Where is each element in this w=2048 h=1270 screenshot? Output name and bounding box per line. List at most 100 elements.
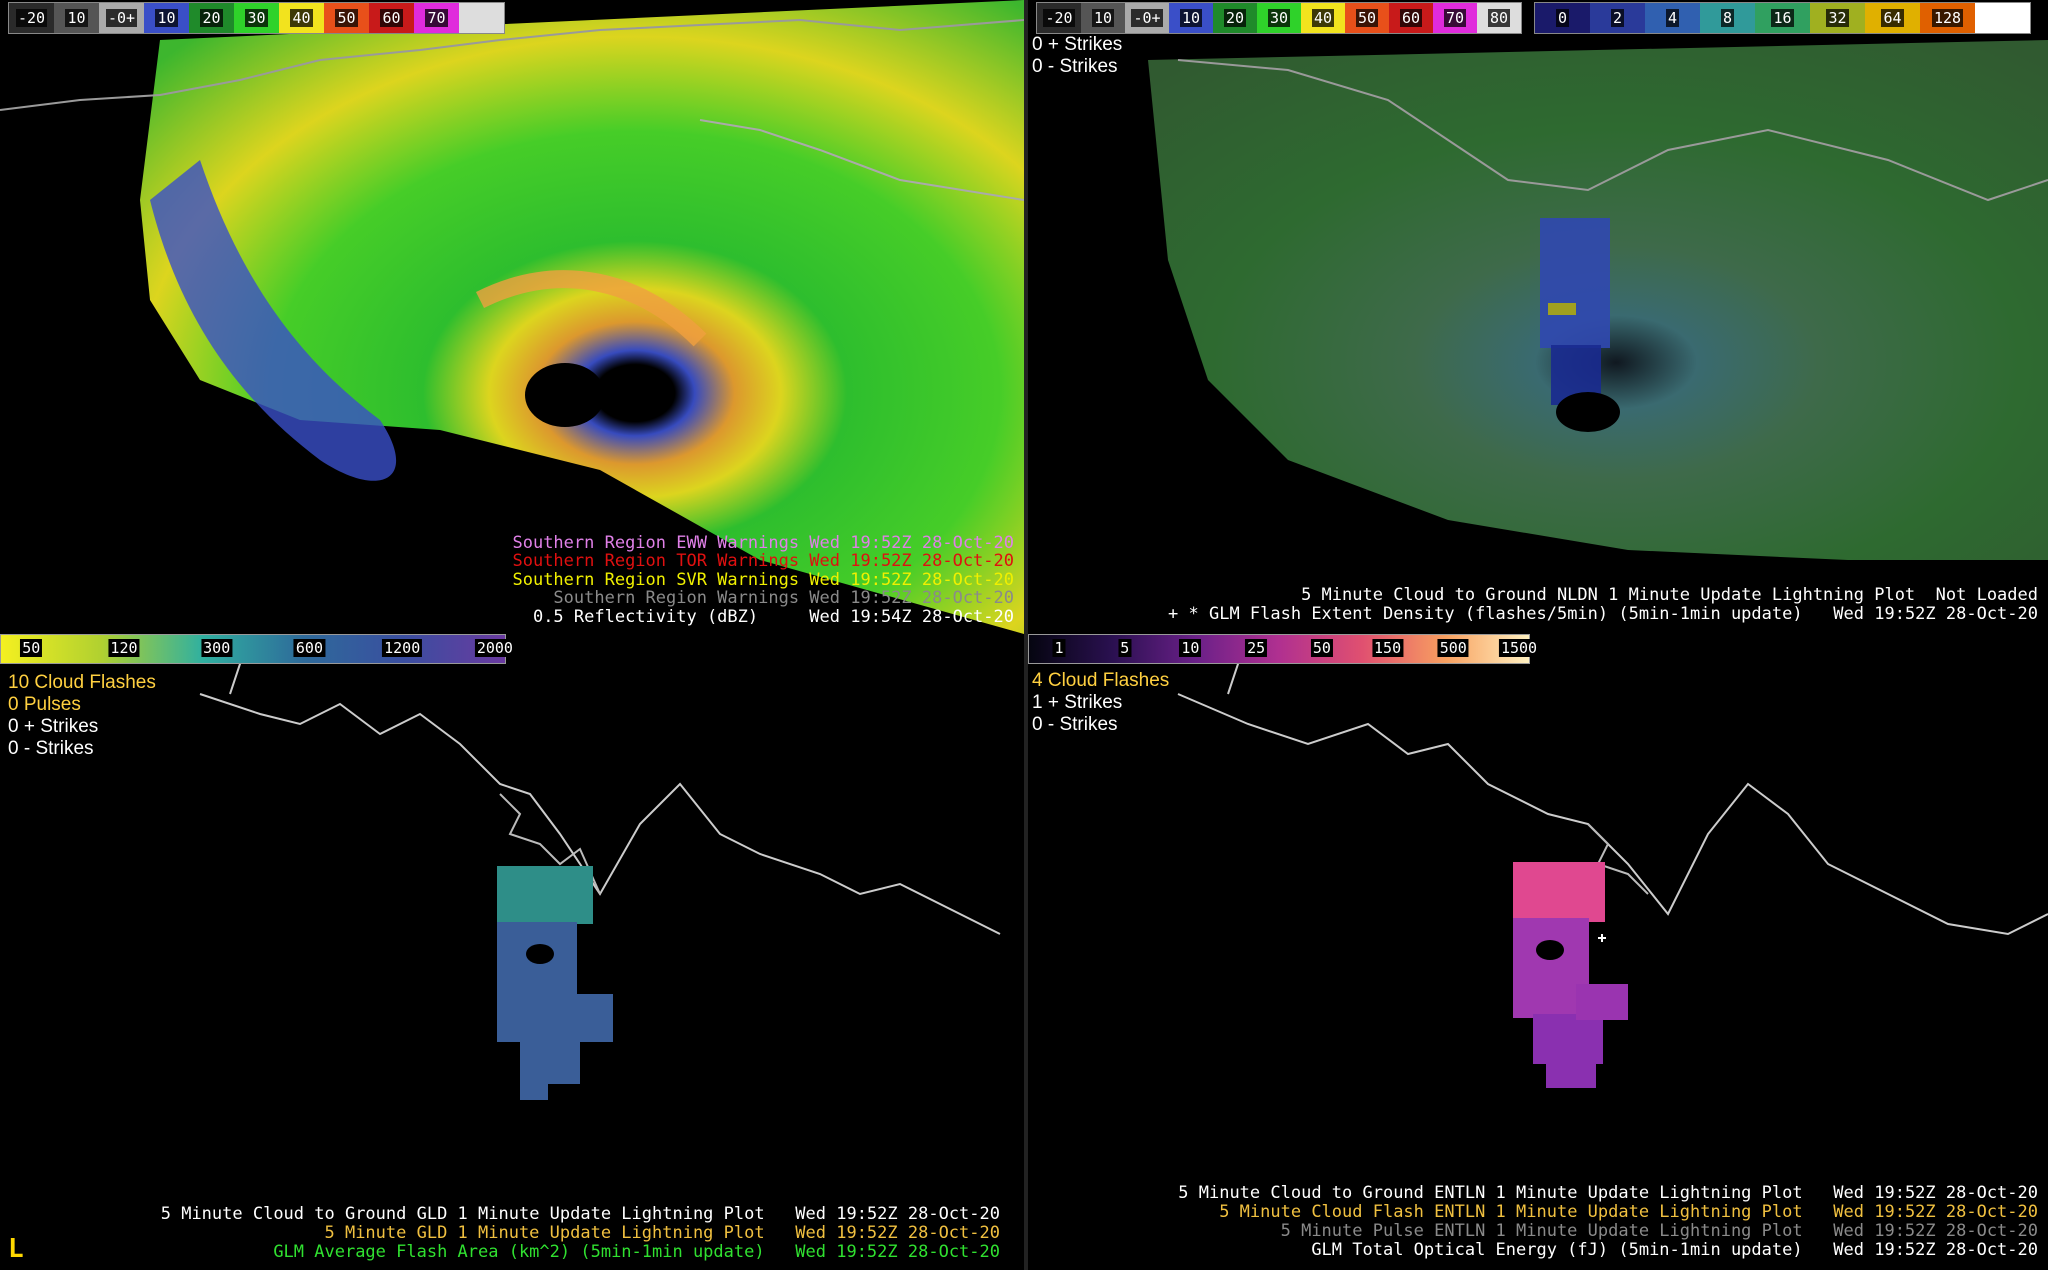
colorbar-label: 20 (1223, 9, 1247, 27)
optical-energy-map (1177, 634, 2048, 1088)
colorbar-tick: 2000 (474, 639, 515, 657)
colorbar-tick: 1500 (1498, 639, 1540, 657)
reflectivity-panel[interactable]: -20 10 -0+ 10 20 30 40 50 60 70 Southern Region E… (0, 0, 1024, 634)
legend-line: 0 - Strikes (1032, 56, 1118, 77)
energy-cell-c (1533, 1014, 1603, 1064)
colorbar-tick: 5 (1118, 639, 1132, 657)
status-line: 5 Minute Cloud to Ground ENTLN 1 Minute … (1178, 1183, 2038, 1203)
coastline-2 (699, 119, 1024, 201)
colorbar-label: 40 (1311, 9, 1335, 27)
density-cell-a (1540, 218, 1610, 348)
flash-area-cell-e (577, 994, 613, 1042)
colorbar-label: -20 (1043, 9, 1075, 27)
coastline (199, 693, 1001, 935)
radar-colorbar: -20 10 -0+ 10 20 30 40 50 60 70 80 (1036, 2, 1522, 34)
colorbar-cell: 30 (234, 3, 279, 33)
colorbar-tick: 25 (1245, 639, 1268, 657)
colorbar-cell: 70 (414, 3, 459, 33)
colorbar-cell: 70 (1433, 3, 1477, 33)
colorbar-cell: 2 (1590, 3, 1645, 33)
colorbar-label: 80 (1487, 9, 1511, 27)
legend-line: 0 - Strikes (1032, 714, 1118, 735)
legend-line: 10 Cloud Flashes (8, 672, 156, 693)
colorbar-cell: -0+ (99, 3, 144, 33)
flash-legend: 10 Cloud Flashes 0 Pulses 0 + Strikes 0 - S… (8, 672, 156, 760)
colorbar-tick: 50 (20, 639, 43, 657)
flash-area-cell-a (497, 866, 593, 924)
eye (1536, 940, 1564, 960)
colorbar-label: 30 (1267, 9, 1291, 27)
energy-cell-d (1546, 1060, 1596, 1088)
colorbar-tick: 120 (108, 639, 140, 657)
colorbar-cell: 16 (1755, 3, 1810, 33)
colorbar-cell: 40 (279, 3, 324, 33)
colorbar-cell: 30 (1257, 3, 1301, 33)
flash-legend: 4 Cloud Flashes 1 + Strikes 0 - Strikes (1032, 670, 1169, 736)
coastline (0, 18, 1024, 111)
colorbar-tick: 1200 (382, 639, 423, 657)
status-line: Southern Region EWW Warnings Wed 19:52Z … (512, 532, 1014, 553)
coastline (1177, 59, 2048, 202)
vertical-divider (1024, 0, 1028, 1270)
energy-cell-a (1513, 862, 1605, 922)
density-colorbar: 0 2 4 8 16 32 64 128 (1534, 2, 2031, 34)
colorbar-label: 50 (1355, 9, 1379, 27)
colorbar-label: 60 (380, 9, 403, 27)
colorbar-cell: 80 (1477, 3, 1521, 33)
rain-field (140, 0, 1024, 634)
total-optical-energy-panel[interactable]: 1 5 10 25 50 150 500 1500 4 Cloud Flashes 1 + St… (1028, 634, 2048, 1270)
strike-legend: 0 + Strikes 0 - Strikes (1032, 34, 1122, 78)
colorbar-label: 8 (1720, 9, 1735, 27)
status-line: 5 Minute Cloud Flash ENTLN 1 Minute Upda… (1219, 1202, 2038, 1222)
eye (525, 363, 605, 427)
flash-area-map (199, 634, 1001, 1100)
colorbar-tick: 150 (1372, 639, 1404, 657)
energy-cell-e (1576, 984, 1628, 1020)
colorbar-tick: 10 (1179, 639, 1202, 657)
reflectivity-colorbar: -20 10 -0+ 10 20 30 40 50 60 70 (8, 2, 505, 34)
colorbar-cell: 0 (1535, 3, 1590, 33)
flash-extent-density-panel[interactable]: -20 10 -0+ 10 20 30 40 50 60 70 80 0 2 4 8 16 32 64 128 0… (1028, 0, 2048, 634)
status-text-block: Southern Region EWW Warnings Wed 19:52Z … (512, 532, 1014, 627)
colorbar-label: 16 (1771, 9, 1794, 27)
colorbar-cell: 40 (1301, 3, 1345, 33)
colorbar-tick: 1 (1052, 639, 1066, 657)
colorbar-label: -0+ (105, 9, 138, 27)
status-text-block: 5 Minute Cloud to Ground NLDN 1 Minute U… (1168, 586, 2038, 624)
coastline (1177, 693, 2048, 936)
colorbar-label: 10 (155, 9, 178, 27)
colorbar-label: 32 (1826, 9, 1849, 27)
flash-area-cell-d (520, 1078, 548, 1100)
colorbar-tick: 300 (201, 639, 233, 657)
eye (1556, 392, 1620, 432)
legend-line: 0 + Strikes (1032, 34, 1123, 55)
coastline-detail (499, 793, 601, 895)
average-flash-area-panel[interactable]: 50 120 300 600 1200 2000 10 Cloud Flashes 0 Pu… (0, 634, 1024, 1270)
legend-line: 4 Cloud Flashes (1032, 670, 1170, 691)
colorbar-label: -0+ (1131, 9, 1163, 27)
status-line: GLM Total Optical Energy (fJ) (5min-1min… (1311, 1240, 2038, 1260)
colorbar-cell: 128 (1920, 3, 1975, 33)
colorbar-label: 0 (1555, 9, 1570, 27)
optical-energy-colorbar: 1 5 10 25 50 150 500 1500 (1028, 634, 1540, 664)
colorbar-cell: 10 (54, 3, 99, 33)
colorbar-cell: 60 (1389, 3, 1433, 33)
reflectivity-map (0, 0, 1024, 634)
outer-band (150, 160, 397, 481)
rainband (475, 270, 707, 347)
colorbar-label: 40 (290, 9, 313, 27)
colorbar-cell (1975, 3, 2030, 33)
colorbar-label: 10 (1091, 9, 1115, 27)
colorbar-cell: 10 (1169, 3, 1213, 33)
colorbar-tick: 50 (1310, 639, 1333, 657)
colorbar-cell: 50 (1345, 3, 1389, 33)
colorbar-label: 2 (1610, 9, 1625, 27)
colorbar-cell: -0+ (1125, 3, 1169, 33)
colorbar-label: 10 (1179, 9, 1203, 27)
colorbar-cell: 20 (189, 3, 234, 33)
status-line: GLM Average Flash Area (km^2) (5min-1min… (273, 1242, 1000, 1262)
status-line: + * GLM Flash Extent Density (flashes/5m… (1168, 604, 2038, 624)
colorbar-label: 70 (1443, 9, 1467, 27)
colorbar-cell: 60 (369, 3, 414, 33)
legend-line: 1 + Strikes (1032, 692, 1123, 713)
